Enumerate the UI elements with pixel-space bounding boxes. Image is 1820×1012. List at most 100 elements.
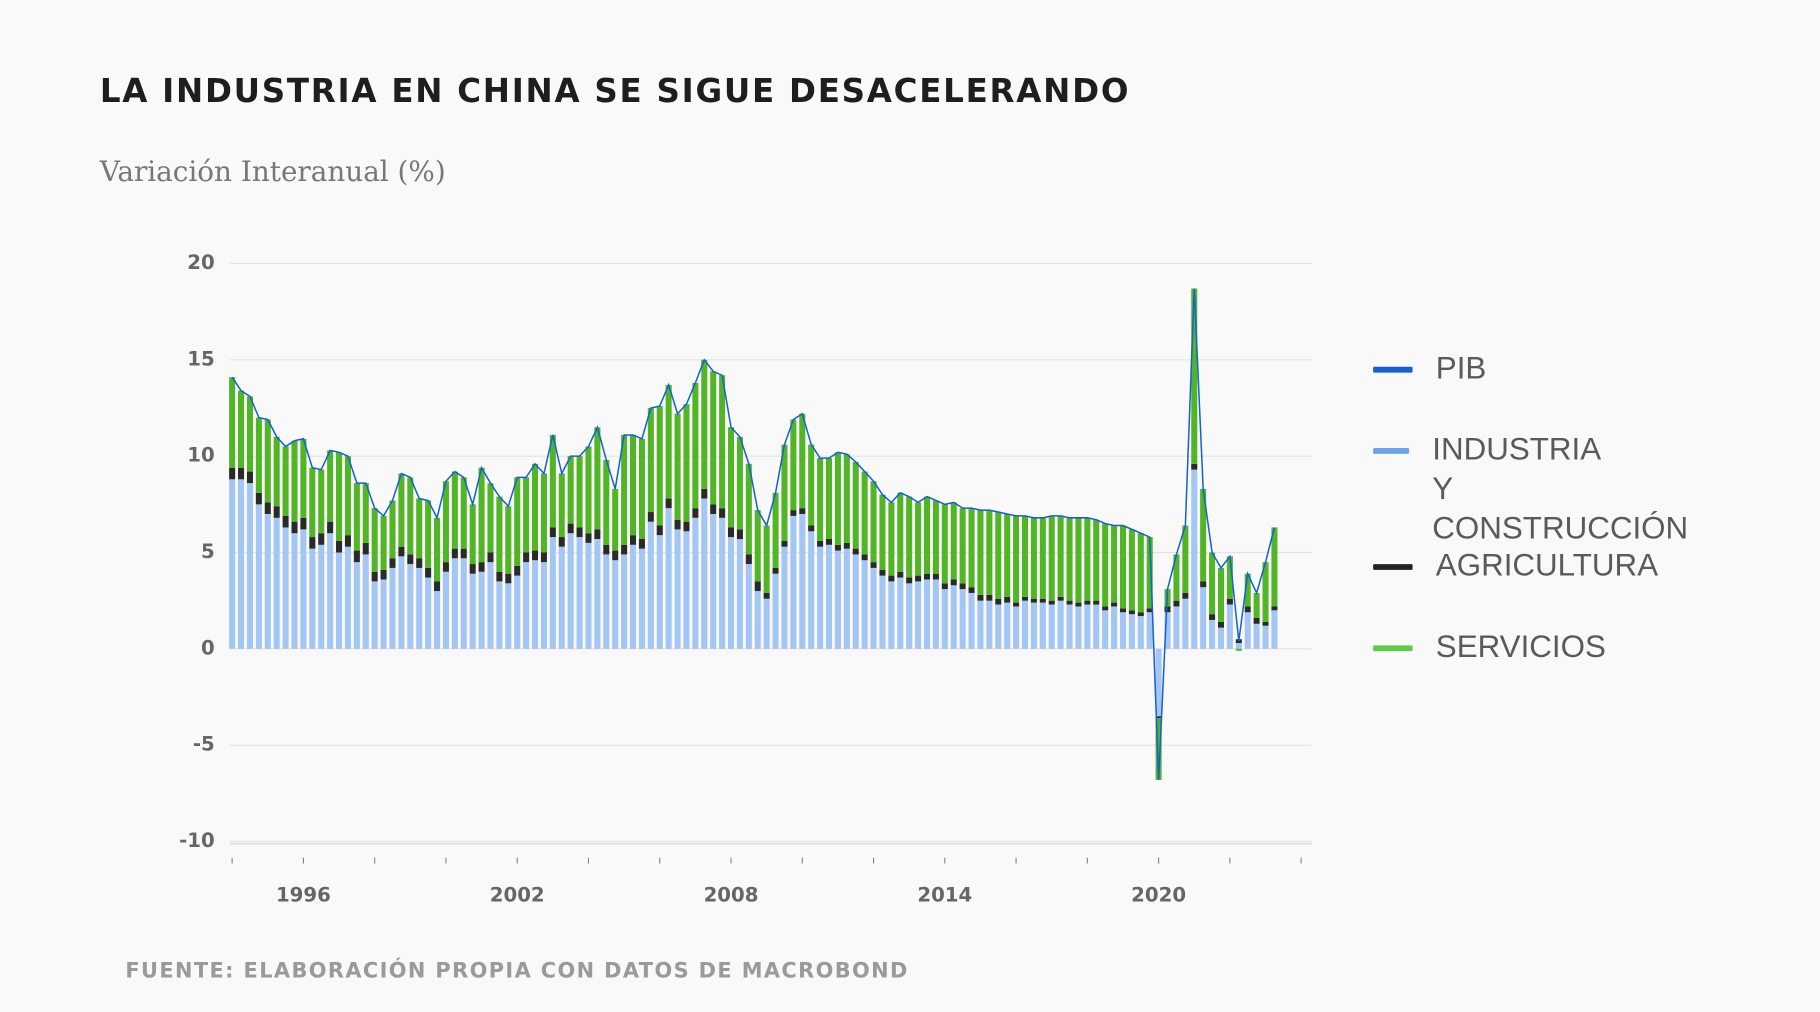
bar-segment — [638, 548, 645, 649]
bar-segment — [505, 573, 512, 584]
bar-segment — [1119, 608, 1127, 613]
bar-segment — [986, 510, 993, 595]
bar-segment — [300, 517, 307, 530]
bar-segment — [754, 581, 761, 592]
bar-segment — [665, 498, 672, 509]
bar-segment — [540, 552, 547, 563]
bar-segment — [1191, 463, 1198, 470]
bar-segment — [469, 573, 476, 649]
bar-segment — [879, 569, 886, 576]
bar-segment — [1155, 716, 1162, 719]
bar-segment — [817, 540, 824, 547]
bar-segment — [442, 571, 449, 649]
bar-segment — [238, 479, 245, 649]
bar-segment — [264, 419, 271, 503]
bar-segment — [558, 537, 565, 547]
bar-segment — [995, 604, 1002, 649]
bar-segment — [505, 506, 512, 574]
bar-segment — [549, 537, 556, 649]
bar-segment — [549, 434, 556, 528]
bar-segment — [1155, 648, 1162, 717]
bar-segment — [915, 502, 922, 576]
bar-segment — [1119, 612, 1127, 649]
bar-segment — [879, 494, 886, 570]
bar-segment — [434, 581, 441, 592]
bar-segment — [1217, 567, 1224, 622]
bar-segment — [442, 562, 449, 572]
bar-segment — [1235, 648, 1242, 651]
bar-segment — [638, 438, 645, 540]
bar-segment — [1217, 621, 1224, 628]
bar-segment — [344, 546, 351, 649]
bar-segment — [897, 492, 904, 572]
bar-segment — [888, 502, 895, 576]
bar-segment — [1093, 600, 1100, 605]
bar-segment — [380, 569, 387, 580]
legend-swatch — [1373, 645, 1413, 652]
bar-segment — [754, 591, 761, 649]
bar-segment — [505, 583, 512, 649]
bars — [229, 288, 1278, 780]
bar-segment — [745, 463, 752, 555]
bar-segment — [318, 533, 325, 545]
bar-segment — [647, 407, 654, 513]
bar-segment — [656, 525, 663, 536]
bar-segment — [389, 500, 396, 559]
bar-segment — [692, 508, 699, 518]
bar-segment — [380, 515, 387, 570]
bar-segment — [1235, 643, 1242, 649]
legend-swatch — [1373, 564, 1413, 570]
y-tick-label: 10 — [187, 444, 214, 467]
bar-segment — [1137, 616, 1144, 649]
bar-segment — [719, 375, 726, 509]
bar-segment — [1164, 606, 1171, 613]
bar-segment — [1021, 515, 1029, 597]
bar-segment — [1048, 515, 1055, 601]
bar-segment — [861, 560, 868, 649]
bar-segment — [977, 510, 984, 595]
bar-segment — [576, 527, 583, 538]
bar-segment — [336, 552, 343, 649]
bar-segment — [344, 535, 351, 547]
bar-segment — [630, 535, 637, 545]
bar-segment — [879, 575, 886, 649]
y-tick-label: 0 — [201, 636, 215, 659]
bar-segment — [701, 498, 708, 649]
bar-segment — [763, 598, 770, 649]
bar-segment — [612, 488, 619, 551]
legend-item: INDUSTRIA Y CONSTRUCCIÓN — [1373, 429, 1692, 547]
x-tick-label: 2008 — [704, 884, 759, 907]
bar-segment — [523, 562, 530, 649]
bar-segment — [291, 533, 298, 649]
bar-segment — [861, 554, 868, 561]
source-note: FUENTE: ELABORACIÓN PROPIA CON DATOS DE … — [125, 957, 908, 982]
bar-segment — [1013, 602, 1020, 607]
bar-segment — [1191, 469, 1198, 649]
bar-segment — [567, 533, 574, 649]
bar-segment — [843, 454, 850, 543]
bar-segment — [995, 598, 1002, 605]
bar-segment — [327, 533, 334, 649]
bar-segment — [897, 571, 904, 578]
bar-segment — [1209, 614, 1216, 620]
bar-segment — [246, 483, 253, 649]
line-series — [231, 288, 1276, 780]
bar-segment — [1102, 606, 1109, 611]
bar-segment — [1271, 610, 1278, 649]
bar-segment — [291, 521, 298, 534]
bar-segment — [558, 546, 565, 649]
bar-segment — [478, 467, 485, 563]
bar-segment — [416, 558, 423, 568]
bar-segment — [273, 517, 280, 649]
bar-segment — [549, 527, 556, 538]
bar-segment — [1075, 602, 1082, 607]
bar-segment — [1209, 619, 1216, 649]
bar-segment — [282, 515, 289, 528]
bar-segment — [1173, 606, 1180, 649]
bar-segment — [1004, 602, 1011, 649]
bar-segment — [719, 517, 726, 649]
bar-segment — [1039, 598, 1046, 603]
bar-segment — [638, 539, 645, 549]
bar-segment — [736, 436, 743, 530]
